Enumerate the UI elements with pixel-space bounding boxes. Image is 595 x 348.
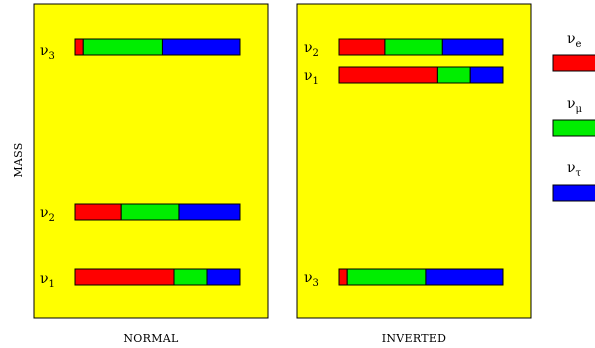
inverted-panel-label-1: ν2 [304,40,319,59]
svg-text:ν2: ν2 [40,205,55,224]
inverted-state-3-e-segment [338,268,348,286]
normal-caption: NORMAL [123,332,179,345]
svg-text:ν2: ν2 [304,40,319,59]
legend-swatch-tau [552,184,595,202]
legend-item-mu: νμ [552,96,595,137]
inverted-panel: ν2 ν1 ν3 INVERTED [296,3,532,345]
svg-text:ν3: ν3 [304,270,319,289]
inverted-panel-label-2: ν1 [304,68,319,87]
inverted-state-2-e-segment [338,66,438,84]
legend: νe νμ ντ [552,31,595,202]
legend-swatch-mu [552,119,595,137]
inverted-caption: INVERTED [382,332,447,345]
normal-state-3-tau-segment [206,268,241,286]
svg-text:ν3: ν3 [40,43,55,62]
normal-panel-label-1: ν3 [40,43,55,62]
inverted-state-1-e-segment [338,38,386,56]
inverted-state-2-tau-segment [469,66,504,84]
inverted-state-1-tau-segment [441,38,504,56]
normal-state-3-e-segment [74,268,175,286]
normal-panel-label-2: ν2 [40,205,55,224]
normal-state-3-mu-segment [173,268,208,286]
inverted-state-2-mu-segment [436,66,471,84]
normal-panel-label-3: ν1 [40,271,55,290]
legend-item-tau: ντ [552,160,595,202]
normal-state-2-e-segment [74,203,122,221]
inverted-panel-bars [338,38,504,286]
normal-panel-bars [74,38,241,286]
normal-state-1-e-segment [74,38,84,56]
normal-panel: ν3 ν2 ν1 NORMAL [33,3,269,345]
normal-state-2-tau-segment [178,203,241,221]
normal-panel-frame [33,3,269,319]
svg-text:ν1: ν1 [40,271,55,290]
svg-text:ντ: ντ [567,160,582,179]
normal-state-1-mu-segment [82,38,163,56]
legend-item-e: νe [552,31,595,72]
normal-state-1-tau-segment [161,38,241,56]
inverted-panel-frame [296,3,532,319]
svg-text:νμ: νμ [567,96,583,115]
normal-state-2-mu-segment [120,203,180,221]
inverted-state-1-mu-segment [384,38,443,56]
legend-swatch-e [552,54,595,72]
svg-text:ν1: ν1 [304,68,319,87]
inverted-state-3-mu-segment [346,268,427,286]
mass-axis-label: MASS [12,142,25,177]
inverted-state-3-tau-segment [425,268,504,286]
svg-text:νe: νe [567,31,582,50]
inverted-panel-label-3: ν3 [304,270,319,289]
